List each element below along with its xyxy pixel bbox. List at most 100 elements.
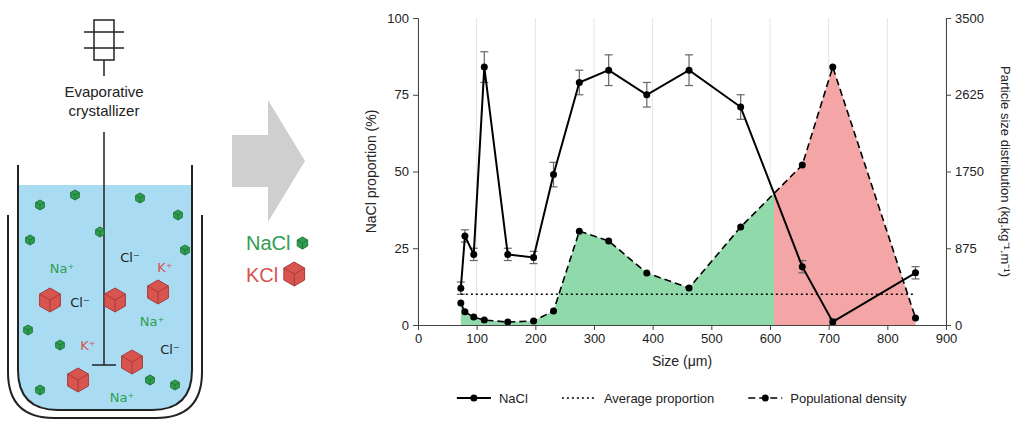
nacl-crystal-edge <box>36 203 40 206</box>
y-axis-tick: 50 <box>395 164 418 179</box>
ion-label: Cl⁻ <box>120 250 140 265</box>
series-marker <box>550 171 557 178</box>
legend-marker <box>470 395 477 402</box>
x-axis-title: Size (μm) <box>652 353 712 369</box>
nacl-crystal-edge <box>40 205 41 210</box>
series-marker <box>481 317 488 324</box>
legend-item: Populational density <box>748 391 907 406</box>
crystal-legend-icon-face <box>284 262 305 286</box>
chart: 0100200300400500600700800900025507510008… <box>363 11 1013 406</box>
y-axis-tick-mark <box>413 325 418 326</box>
x-axis-tick-mark <box>594 325 595 330</box>
nacl-crystal-face <box>174 210 183 220</box>
nacl-crystal-edge <box>26 238 30 241</box>
nacl-crystal-face <box>26 235 35 245</box>
y-axis-tick-label: 100 <box>387 11 409 26</box>
kcl-crystal-edge <box>115 294 125 300</box>
error-bar-cap <box>685 54 693 55</box>
error-bar-cap <box>737 119 745 120</box>
y2-axis-tick-mark <box>946 248 951 249</box>
series-marker <box>643 91 650 98</box>
series-marker <box>605 238 612 245</box>
series-marker <box>504 319 511 325</box>
y2-axis: 0875175026253500 <box>946 11 984 333</box>
x-axis-tick-label: 500 <box>701 331 723 346</box>
crystal-legend-label: KCl <box>246 264 278 286</box>
nacl-crystal <box>171 380 180 390</box>
x-axis-tick-mark <box>653 325 654 330</box>
nacl-crystal-edge <box>146 378 150 381</box>
error-bar-cap <box>575 70 583 71</box>
series-line <box>461 67 916 322</box>
legend-item: Average proportion <box>562 391 714 406</box>
x-axis-tick-mark <box>829 325 830 330</box>
nacl-crystal-edge <box>56 343 60 346</box>
nacl-crystal <box>26 235 35 245</box>
series-marker <box>457 300 464 307</box>
diagram: EvaporativecrystallizerCl⁻Na⁺K⁺Cl⁻Na⁺K⁺C… <box>8 20 308 418</box>
y2-axis-tick-mark <box>946 172 951 173</box>
y-axis-tick-mark <box>413 18 418 19</box>
nacl-crystal <box>24 325 33 335</box>
series-marker <box>737 104 744 111</box>
nacl-crystal <box>71 190 80 200</box>
nacl-crystal <box>181 245 190 255</box>
nacl-crystal-face <box>96 227 105 237</box>
impeller <box>92 364 116 366</box>
diagram-title-line: Evaporative <box>64 83 143 100</box>
y-axis-tick-mark <box>413 95 418 96</box>
nacl-crystal-edge <box>181 248 185 251</box>
crystal-legend-icon-edge <box>297 240 302 243</box>
x-axis-tick-mark <box>535 325 536 330</box>
error-bar-cap <box>605 85 613 86</box>
nacl-crystal-face <box>146 375 155 385</box>
crystal-legend-icon-face <box>297 237 307 249</box>
y-axis-tick-mark <box>413 172 418 173</box>
kcl-crystal-edge <box>78 374 88 380</box>
nacl-crystal-edge <box>150 380 151 385</box>
motor-bar <box>84 47 124 49</box>
x-axis-tick-label: 900 <box>936 331 958 346</box>
nacl-crystal-edge <box>175 385 176 390</box>
error-bar-cap <box>470 260 478 261</box>
error-bar-cap <box>530 263 538 264</box>
kcl-crystal <box>148 280 169 304</box>
ion-label: Cl⁻ <box>160 342 180 357</box>
kcl-crystal-edge <box>50 294 60 300</box>
nacl-crystal-edge <box>40 390 41 395</box>
series-marker <box>461 308 468 315</box>
series-marker <box>643 269 650 276</box>
nacl-crystal-face <box>171 380 180 390</box>
motor-bar <box>84 31 124 33</box>
crystal-legend-icon <box>284 262 305 286</box>
legend-label: NaCl <box>499 391 528 406</box>
nacl-crystal-edge <box>24 328 28 331</box>
x-axis-tick-label: 600 <box>760 331 782 346</box>
y2-axis-line <box>947 19 952 326</box>
series-marker <box>470 251 477 258</box>
x-axis-tick-mark <box>477 325 478 330</box>
y2-axis-tick-mark <box>946 18 951 19</box>
x-axis-tick-label: 300 <box>584 331 606 346</box>
kcl-crystal-face <box>68 368 89 392</box>
nacl-crystal-face <box>71 190 80 200</box>
error-bar <box>685 55 693 86</box>
crystal-legend-icon-edge <box>284 268 294 274</box>
nacl-crystal-edge <box>178 215 179 220</box>
error-bar-cap <box>911 278 919 279</box>
nacl-crystal-edge <box>185 248 189 251</box>
nacl-crystal-edge <box>150 378 154 381</box>
nacl-crystal-edge <box>28 328 32 331</box>
nacl-crystal-edge <box>178 213 182 216</box>
error-bar-cap <box>643 106 651 107</box>
nacl-crystal-edge <box>136 196 140 199</box>
error-bar-cap <box>480 51 488 52</box>
series-marker <box>912 314 919 321</box>
y2-axis-tick-mark <box>946 95 951 96</box>
error-bar-cap <box>605 54 613 55</box>
nacl-crystal-edge <box>28 330 29 335</box>
nacl-crystal <box>136 193 145 203</box>
plot-marks <box>457 52 920 325</box>
series-marker <box>829 318 836 325</box>
nacl-crystal-face <box>136 193 145 203</box>
